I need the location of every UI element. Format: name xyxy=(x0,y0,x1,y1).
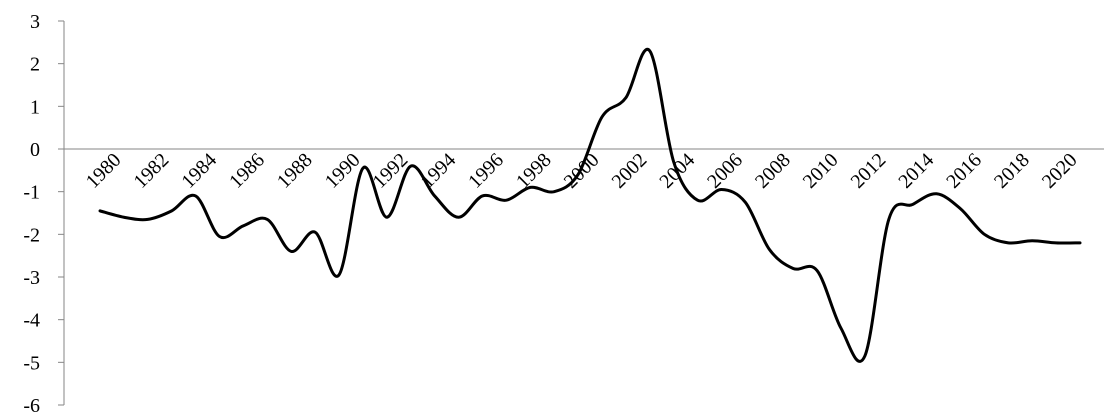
y-tick-label: 3 xyxy=(30,11,40,33)
x-tick-label: 1986 xyxy=(225,149,269,193)
y-tick-label: -6 xyxy=(23,395,40,417)
y-axis-ticks: 3 2 1 0 -1 -2 -3 -4 -5 -6 xyxy=(23,11,64,417)
series-line xyxy=(98,47,1082,363)
x-tick-label: 2010 xyxy=(799,149,843,193)
y-tick-label: -5 xyxy=(23,352,40,374)
y-tick-label: 1 xyxy=(30,96,40,118)
x-tick-label: 2006 xyxy=(703,149,747,193)
x-tick-label: 2018 xyxy=(990,149,1034,193)
y-tick-label: 2 xyxy=(30,54,40,76)
x-tick-label: 2012 xyxy=(847,149,891,193)
x-tick-label: 1984 xyxy=(177,149,221,193)
x-tick-label: 1996 xyxy=(464,149,508,193)
x-tick-label: 1982 xyxy=(129,149,173,193)
x-tick-label: 1994 xyxy=(416,149,460,193)
x-tick-label: 2002 xyxy=(608,149,652,193)
x-tick-label: 2016 xyxy=(942,149,986,193)
x-tick-label: 2014 xyxy=(894,149,938,193)
y-tick-label: -4 xyxy=(23,310,40,332)
x-tick-label: 1988 xyxy=(273,149,317,193)
x-tick-label: 1980 xyxy=(82,149,126,193)
y-tick-label: 0 xyxy=(30,139,40,161)
y-tick-label: -3 xyxy=(23,267,40,289)
x-tick-label: 2020 xyxy=(1038,149,1082,193)
y-tick-label: -2 xyxy=(23,224,40,246)
x-tick-label: 2008 xyxy=(751,149,795,193)
y-tick-label: -1 xyxy=(23,182,40,204)
